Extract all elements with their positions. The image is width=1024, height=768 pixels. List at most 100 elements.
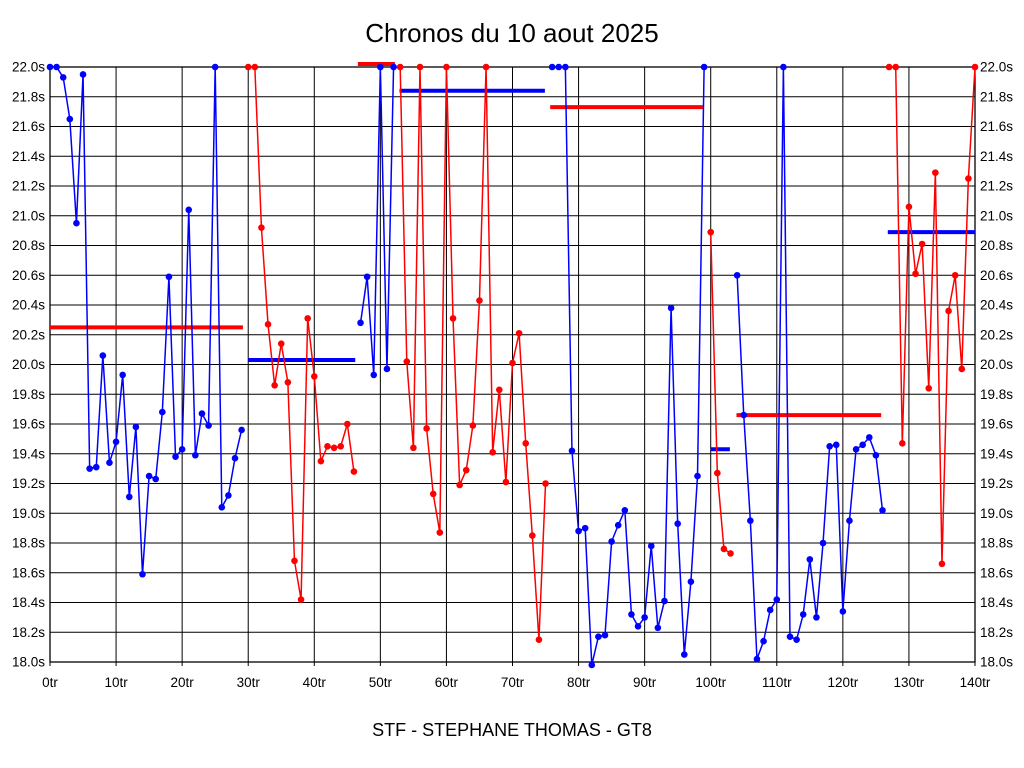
lap-point: [324, 443, 331, 450]
lap-point: [469, 422, 477, 429]
lap-point: [59, 74, 67, 81]
lap-point: [350, 468, 358, 475]
lap-point: [436, 529, 444, 536]
lap-point: [211, 63, 219, 71]
lap-point: [53, 63, 60, 71]
lap-point: [899, 440, 906, 447]
y-tick-label-right: 21.8s: [980, 89, 1013, 104]
lap-point: [667, 304, 675, 312]
lap-point: [238, 426, 245, 434]
lap-point: [614, 521, 622, 529]
y-tick-label-right: 20.4s: [980, 298, 1013, 313]
x-tick-label: 40tr: [303, 675, 327, 690]
lap-point: [885, 63, 893, 71]
lap-point: [826, 443, 833, 450]
lap-point: [86, 465, 93, 472]
lap-point: [945, 307, 952, 315]
y-tick-label-right: 22.0s: [980, 60, 1013, 75]
lap-point: [390, 63, 397, 71]
y-tick-label-right: 20.6s: [980, 268, 1013, 283]
x-tick-label: 140tr: [960, 675, 991, 690]
lap-point: [555, 63, 563, 71]
lap-point: [951, 271, 959, 279]
lap-point: [760, 637, 767, 645]
lap-point: [793, 636, 800, 643]
y-tick-label-left: 18.0s: [12, 655, 45, 670]
x-tick-label: 70tr: [501, 675, 525, 690]
y-tick-label-right: 19.2s: [980, 476, 1013, 491]
lap-point: [965, 175, 972, 182]
y-tick-label-left: 20.6s: [12, 268, 45, 283]
lap-point: [680, 651, 688, 658]
lap-point: [568, 447, 576, 455]
stint-line-1: [248, 66, 355, 600]
lap-point: [813, 614, 820, 621]
lap-point: [932, 169, 939, 176]
lap-point: [753, 655, 761, 663]
x-tick-label: 130tr: [894, 675, 925, 690]
lap-point: [806, 556, 814, 563]
lap-point: [905, 203, 913, 211]
lap-point: [99, 352, 107, 359]
lap-point: [482, 63, 490, 71]
y-tick-label-right: 18.6s: [980, 565, 1013, 580]
lap-point: [879, 506, 886, 514]
lap-point: [925, 385, 933, 392]
lap-point: [747, 517, 754, 524]
lap-point: [971, 63, 979, 71]
lap-point: [284, 379, 292, 386]
y-tick-label-left: 20.8s: [12, 238, 45, 253]
x-tick-label: 50tr: [369, 675, 393, 690]
y-tick-label-left: 19.0s: [12, 506, 45, 521]
x-tick-label: 10tr: [104, 675, 128, 690]
lap-point: [575, 527, 582, 535]
y-tick-label-right: 18.0s: [980, 655, 1013, 670]
lap-point: [79, 71, 87, 78]
lap-point: [727, 550, 734, 557]
lap-point: [198, 410, 206, 417]
lap-point: [872, 451, 880, 459]
x-tick-label: 30tr: [237, 675, 261, 690]
lap-point: [277, 340, 285, 347]
chart-footer: STF - STEPHANE THOMAS - GT8: [372, 720, 652, 740]
y-tick-label-left: 21.4s: [12, 149, 45, 164]
lap-point: [522, 440, 530, 447]
lap-point: [443, 63, 450, 71]
y-tick-label-left: 21.0s: [12, 208, 45, 223]
lap-point: [449, 315, 457, 322]
y-tick-label-right: 21.0s: [980, 208, 1013, 223]
lap-point: [562, 63, 569, 71]
x-tick-label: 120tr: [827, 675, 858, 690]
plot-border: [49, 66, 976, 663]
lap-point: [647, 542, 655, 550]
lap-point: [938, 560, 946, 568]
lap-point: [370, 371, 378, 379]
lap-point: [700, 63, 708, 71]
y-tick-label-left: 19.2s: [12, 476, 45, 491]
lap-point: [918, 240, 926, 248]
stint-line-4: [552, 66, 705, 666]
lap-point: [205, 422, 212, 429]
lap-point: [462, 466, 470, 474]
lap-point: [264, 321, 272, 328]
lap-point: [291, 557, 298, 565]
lap-point: [489, 448, 496, 456]
lap-point: [641, 614, 648, 621]
lap-point: [145, 472, 153, 480]
stint-line-2: [359, 66, 395, 375]
lap-point: [865, 434, 873, 441]
x-tick-label: 110tr: [762, 675, 792, 690]
y-tick-label-right: 20.8s: [980, 238, 1013, 253]
lap-point: [423, 425, 430, 432]
stint-line-3: [399, 66, 547, 640]
lap-point: [654, 624, 662, 632]
lap-point: [548, 63, 556, 71]
lap-point: [410, 444, 417, 452]
stint-line-0: [50, 66, 243, 575]
lap-point: [165, 273, 173, 281]
lap-point: [595, 633, 602, 641]
lap-point: [661, 597, 668, 605]
lap-point: [125, 493, 133, 501]
lap-point: [714, 469, 721, 477]
